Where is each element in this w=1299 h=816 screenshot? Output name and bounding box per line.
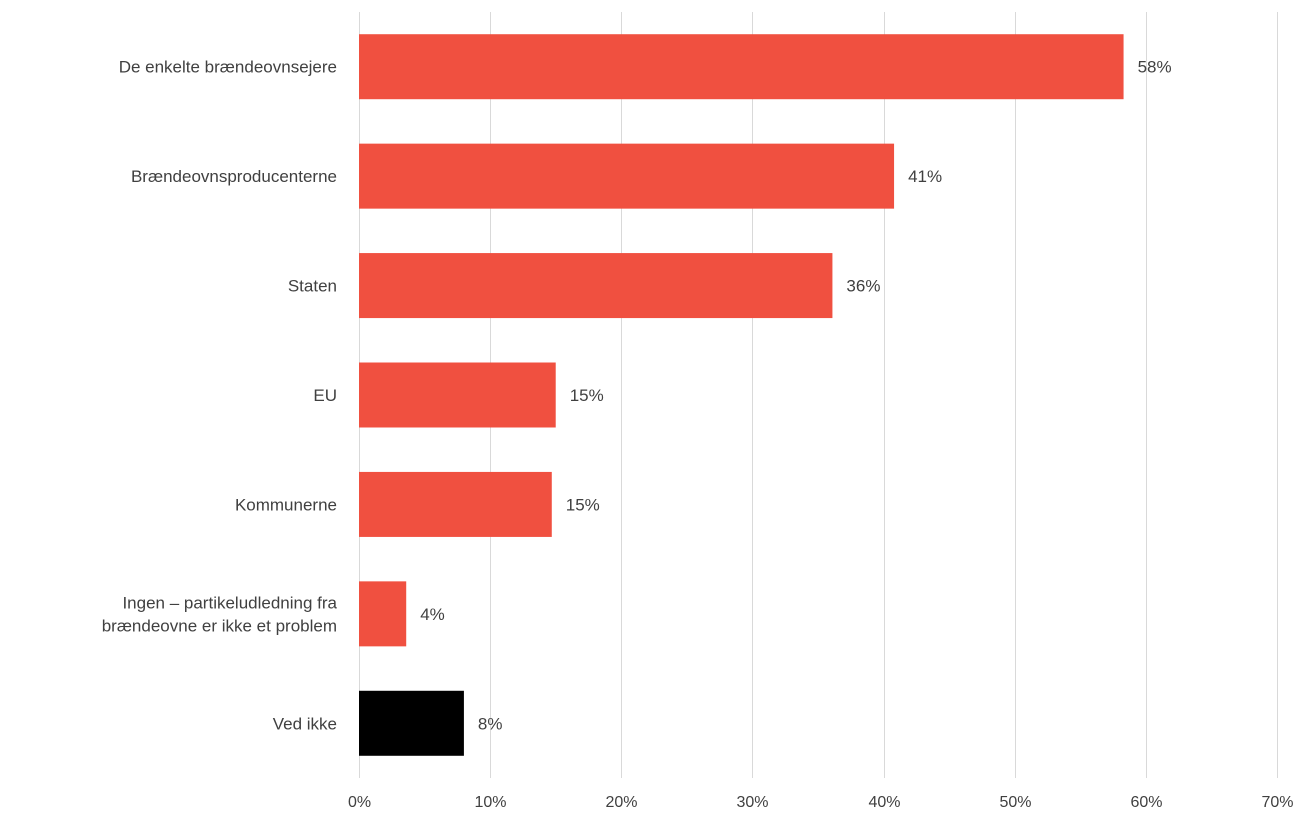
x-tick-label: 10% — [474, 794, 506, 811]
category-label: Ingen – partikeludledning fra — [122, 593, 337, 612]
grid-lines — [359, 12, 1278, 778]
x-tick-label: 30% — [736, 794, 768, 811]
bar — [359, 34, 1124, 100]
bar — [359, 581, 407, 647]
category-label: EU — [313, 386, 337, 405]
x-tick-label: 70% — [1261, 794, 1293, 811]
value-label: 4% — [420, 605, 445, 624]
category-label: Ved ikke — [273, 714, 337, 733]
value-label: 15% — [566, 495, 600, 514]
category-label: De enkelte brændeovnsejere — [119, 58, 337, 77]
category-label: Staten — [288, 277, 337, 296]
value-label: 58% — [1138, 58, 1172, 77]
value-labels: 58% 41% 36% 15% 15% 4% 8% — [420, 58, 1171, 734]
category-label: Brændeovnsproducenterne — [131, 167, 337, 186]
bar — [359, 690, 464, 756]
x-tick-label: 40% — [868, 794, 900, 811]
value-label: 41% — [908, 167, 942, 186]
x-tick-label: 0% — [348, 794, 371, 811]
category-label: Kommunerne — [235, 495, 337, 514]
bar — [359, 253, 833, 319]
bars — [359, 34, 1124, 756]
bar — [359, 143, 895, 209]
x-tick-label: 50% — [999, 794, 1031, 811]
x-tick-label: 20% — [605, 794, 637, 811]
value-label: 15% — [570, 386, 604, 405]
bar — [359, 471, 552, 537]
bar — [359, 362, 556, 428]
category-label: brændeovne er ikke et problem — [102, 616, 337, 635]
value-label: 8% — [478, 714, 503, 733]
x-tick-labels: 0% 10% 20% 30% 40% 50% 60% 70% — [348, 794, 1294, 811]
category-labels: De enkelte brændeovnsejere Brændeovnsprod… — [102, 58, 338, 734]
x-tick-label: 60% — [1130, 794, 1162, 811]
value-label: 36% — [846, 277, 880, 296]
